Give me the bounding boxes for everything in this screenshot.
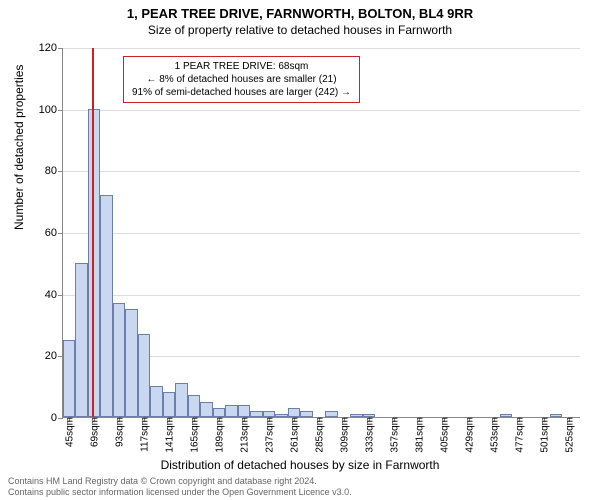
ytick-label: 20	[45, 350, 63, 362]
ytick-label: 120	[39, 42, 63, 54]
chart-area: 02040608010012045sqm69sqm93sqm117sqm141s…	[62, 48, 580, 418]
xtick-label: 189sqm	[213, 417, 226, 453]
histogram-bar	[225, 405, 237, 417]
xtick-label: 381sqm	[412, 417, 425, 453]
histogram-bar	[150, 386, 162, 417]
gridline	[63, 233, 580, 234]
footer-line1: Contains HM Land Registry data © Crown c…	[8, 476, 352, 487]
xtick-label: 453sqm	[487, 417, 500, 453]
histogram-bar	[213, 408, 225, 417]
xtick-label: 237sqm	[262, 417, 275, 453]
histogram-bar	[138, 334, 150, 417]
histogram-bar	[275, 414, 287, 417]
ytick-label: 60	[45, 227, 63, 239]
annotation-line: ← 8% of detached houses are smaller (21)	[132, 73, 351, 86]
chart-container: 1, PEAR TREE DRIVE, FARNWORTH, BOLTON, B…	[0, 0, 600, 500]
xtick-label: 333sqm	[362, 417, 375, 453]
footer-line2: Contains public sector information licen…	[8, 487, 352, 498]
xtick-label: 285sqm	[312, 417, 325, 453]
gridline	[63, 295, 580, 296]
histogram-bar	[88, 109, 100, 417]
x-axis-label: Distribution of detached houses by size …	[0, 458, 600, 472]
histogram-bar	[288, 408, 300, 417]
histogram-bar	[175, 383, 187, 417]
annotation-line: 1 PEAR TREE DRIVE: 68sqm	[132, 60, 351, 73]
histogram-bar	[250, 411, 262, 417]
annotation-line: 91% of semi-detached houses are larger (…	[132, 86, 351, 99]
plot-region: 02040608010012045sqm69sqm93sqm117sqm141s…	[62, 48, 580, 418]
xtick-label: 357sqm	[387, 417, 400, 453]
ytick-label: 40	[45, 289, 63, 301]
xtick-label: 45sqm	[63, 417, 76, 447]
xtick-label: 213sqm	[237, 417, 250, 453]
gridline	[63, 48, 580, 49]
xtick-label: 261sqm	[287, 417, 300, 453]
histogram-bar	[238, 405, 250, 417]
chart-title: 1, PEAR TREE DRIVE, FARNWORTH, BOLTON, B…	[0, 0, 600, 21]
xtick-label: 165sqm	[188, 417, 201, 453]
xtick-label: 501sqm	[537, 417, 550, 453]
xtick-label: 429sqm	[462, 417, 475, 453]
ytick-label: 100	[39, 104, 63, 116]
xtick-label: 405sqm	[437, 417, 450, 453]
xtick-label: 309sqm	[337, 417, 350, 453]
ytick-label: 0	[51, 412, 63, 424]
histogram-bar	[500, 414, 512, 417]
xtick-label: 525sqm	[562, 417, 575, 453]
histogram-bar	[100, 195, 112, 417]
histogram-bar	[325, 411, 337, 417]
histogram-bar	[75, 263, 87, 417]
y-axis-label: Number of detached properties	[12, 65, 26, 230]
xtick-label: 69sqm	[88, 417, 101, 447]
property-marker-line	[92, 48, 94, 417]
gridline	[63, 171, 580, 172]
annotation-box: 1 PEAR TREE DRIVE: 68sqm← 8% of detached…	[123, 56, 360, 103]
chart-subtitle: Size of property relative to detached ho…	[0, 21, 600, 37]
histogram-bar	[188, 395, 200, 417]
histogram-bar	[200, 402, 212, 417]
histogram-bar	[550, 414, 562, 417]
attribution-footer: Contains HM Land Registry data © Crown c…	[8, 476, 352, 498]
gridline	[63, 110, 580, 111]
ytick-label: 80	[45, 165, 63, 177]
histogram-bar	[163, 392, 175, 417]
xtick-label: 93sqm	[113, 417, 126, 447]
histogram-bar	[350, 414, 362, 417]
histogram-bar	[125, 309, 137, 417]
xtick-label: 117sqm	[138, 417, 151, 452]
histogram-bar	[300, 411, 312, 417]
histogram-bar	[113, 303, 125, 417]
histogram-bar	[63, 340, 75, 417]
xtick-label: 477sqm	[512, 417, 525, 453]
xtick-label: 141sqm	[163, 417, 176, 453]
